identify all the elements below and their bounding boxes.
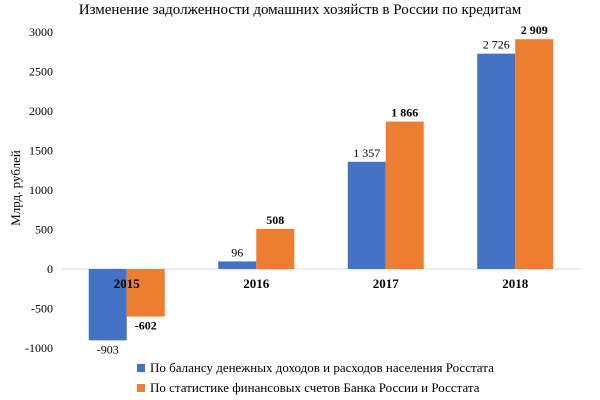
data-label-2018-series-1: 2 726 — [483, 38, 510, 52]
y-tick-label: 500 — [35, 223, 53, 237]
bar-2018-series-1 — [477, 53, 516, 270]
bar-2016-series-2 — [256, 228, 295, 269]
legend: По балансу денежных доходов и расходов н… — [137, 358, 494, 398]
y-tick-label: 1500 — [29, 144, 53, 158]
data-label-2018-series-2: 2 909 — [521, 23, 548, 37]
data-label-2017-series-2: 1 866 — [391, 106, 418, 120]
bar-2018-series-2 — [515, 39, 554, 270]
x-category-label-2017: 2017 — [373, 276, 400, 291]
data-label-2015-series-2: -602 — [135, 319, 157, 333]
bar-2016-series-1 — [218, 261, 257, 269]
legend-label-balance: По балансу денежных доходов и расходов н… — [150, 360, 494, 375]
legend-swatch-balance — [137, 364, 145, 372]
legend-swatch-financial-accounts — [137, 384, 145, 392]
bar-2017-series-2 — [385, 121, 424, 269]
chart-title: Изменение задолженности домашних хозяйст… — [78, 2, 522, 18]
x-category-label-2015: 2015 — [114, 276, 141, 291]
bar-2017-series-1 — [347, 161, 386, 269]
y-tick-label: -500 — [31, 302, 53, 316]
legend-label-financial-accounts: По статистике финансовых счетов Банка Ро… — [150, 380, 480, 395]
data-label-2015-series-1: -903 — [97, 342, 119, 356]
y-tick-label: 1000 — [29, 183, 53, 197]
data-label-2016-series-2: 508 — [266, 213, 284, 227]
legend-item-financial-accounts: По статистике финансовых счетов Банка Ро… — [137, 378, 494, 398]
y-tick-label: 0 — [47, 262, 53, 276]
data-label-2016-series-1: 96 — [231, 245, 243, 259]
x-category-label-2016: 2016 — [243, 276, 270, 291]
y-tick-label: 2000 — [29, 104, 53, 118]
y-tick-label: 3000 — [29, 25, 53, 39]
data-label-2017-series-1: 1 357 — [353, 146, 380, 160]
bar-2015-series-1 — [88, 269, 127, 341]
x-category-label-2018: 2018 — [502, 276, 529, 291]
bar-2015-series-2 — [126, 269, 165, 317]
y-tick-label: -1000 — [25, 341, 53, 355]
legend-item-balance: По балансу денежных доходов и расходов н… — [137, 358, 494, 378]
y-tick-label: 2500 — [29, 65, 53, 79]
